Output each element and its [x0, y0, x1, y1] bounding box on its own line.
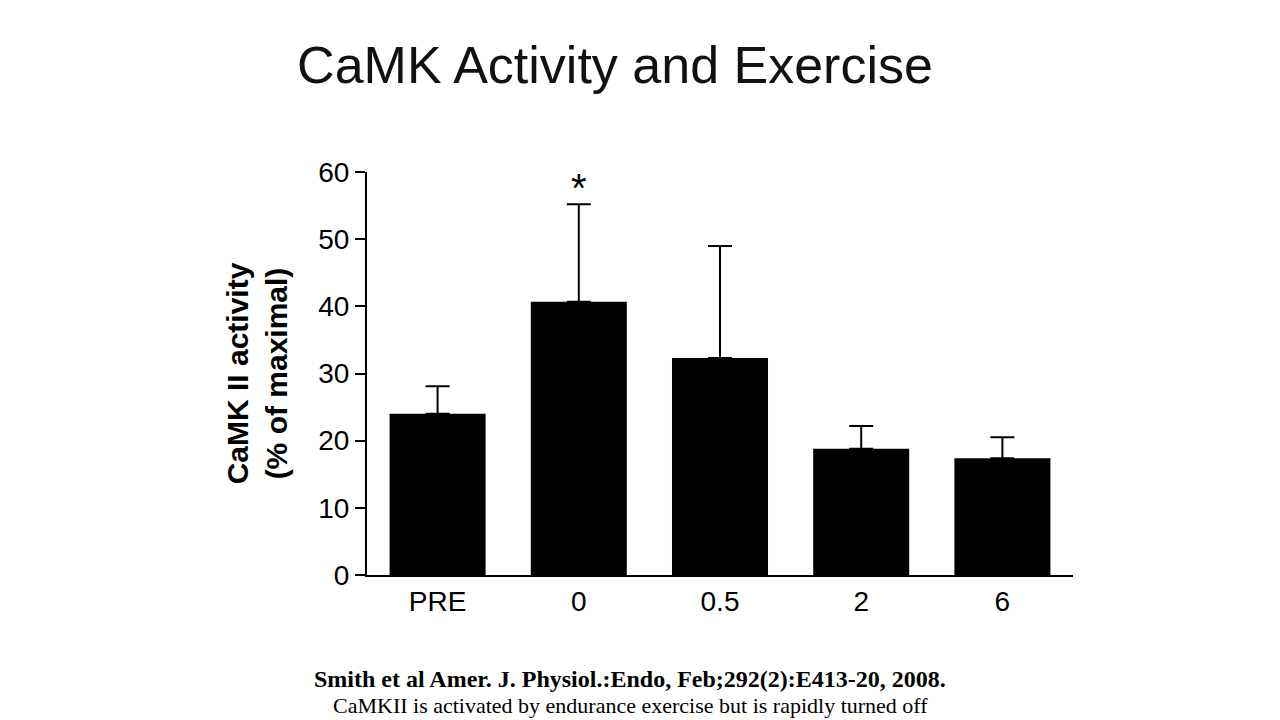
svg-text:50: 50 [318, 224, 349, 255]
svg-text:*: * [571, 166, 587, 210]
svg-text:6: 6 [995, 586, 1011, 617]
svg-text:10: 10 [318, 493, 349, 524]
svg-text:CaMK Activity and Exercise: CaMK Activity and Exercise [297, 36, 933, 94]
svg-text:2: 2 [853, 586, 869, 617]
svg-text:0: 0 [334, 560, 350, 591]
svg-text:40: 40 [318, 291, 349, 322]
svg-text:0.5: 0.5 [701, 586, 740, 617]
svg-text:CaMKII is activated by enduran: CaMKII is activated by endurance exercis… [333, 693, 928, 718]
svg-text:PRE: PRE [409, 586, 467, 617]
svg-text:Smith et al Amer. J. Physiol.:: Smith et al Amer. J. Physiol.:Endo, Feb;… [314, 666, 946, 692]
svg-text:0: 0 [571, 586, 587, 617]
svg-text:30: 30 [318, 358, 349, 389]
svg-text:20: 20 [318, 425, 349, 456]
svg-text:60: 60 [318, 157, 349, 188]
svg-text:CaMK II activity(% of maximal): CaMK II activity(% of maximal) [221, 262, 293, 484]
